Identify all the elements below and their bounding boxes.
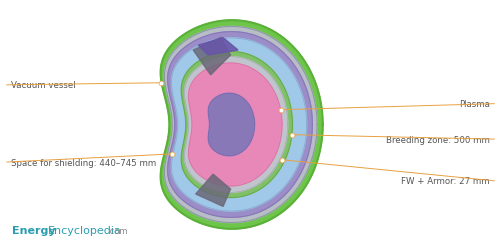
Polygon shape [208,94,255,156]
Text: FW + Armor: 27 mm: FW + Armor: 27 mm [401,177,489,186]
Polygon shape [184,58,288,192]
Text: .com: .com [108,226,128,235]
Text: Vacuum vessel: Vacuum vessel [12,81,76,90]
Polygon shape [171,39,307,211]
Polygon shape [164,27,317,223]
Polygon shape [193,38,230,76]
Text: Space for shielding: 440–745 mm: Space for shielding: 440–745 mm [12,158,157,167]
Polygon shape [168,32,312,218]
Polygon shape [181,52,293,198]
Text: Encyclopedia: Encyclopedia [48,225,122,235]
Polygon shape [196,174,230,206]
Polygon shape [161,21,323,229]
Text: Breeding zone: 500 mm: Breeding zone: 500 mm [386,135,489,144]
Text: Plasma: Plasma [459,100,489,109]
Text: Energy: Energy [13,225,60,235]
Polygon shape [198,38,238,56]
Polygon shape [188,64,282,186]
